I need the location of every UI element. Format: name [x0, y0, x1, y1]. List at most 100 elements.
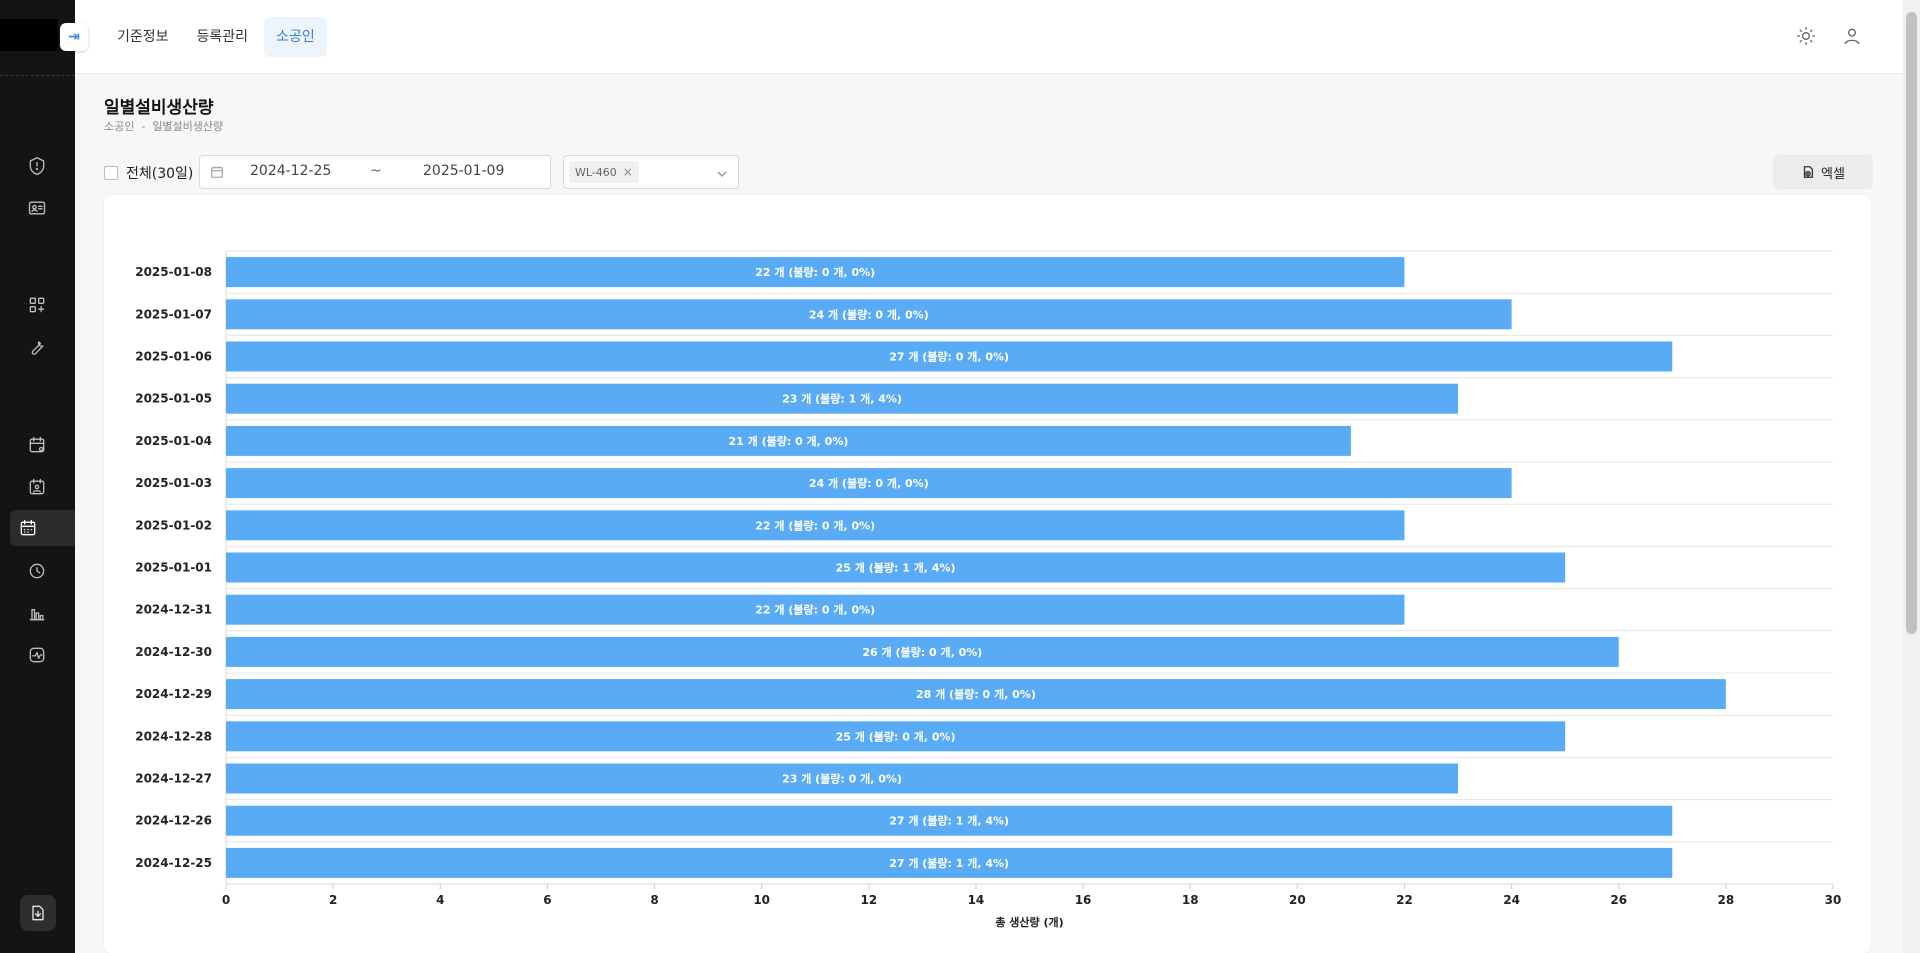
- y-tick-label: 2024-12-31: [135, 603, 212, 617]
- bar: [226, 594, 1405, 625]
- x-tick-label: 22: [1396, 893, 1413, 907]
- y-tick-label: 2025-01-01: [135, 561, 212, 575]
- tag-close-icon[interactable]: ×: [622, 165, 633, 179]
- production-bar-chart: 22 개 (불량: 0 개, 0%) 2025-01-08 24 개 (불량: 0 …: [135, 250, 1842, 929]
- bar: [226, 510, 1405, 541]
- bar-data-label: 23 개 (불량: 1 개, 4%): [782, 392, 902, 406]
- x-tick-label: 18: [1182, 893, 1199, 907]
- bar: [226, 805, 1673, 836]
- page-scrollbar[interactable]: [1903, 0, 1920, 953]
- user-icon[interactable]: [1840, 24, 1864, 48]
- bar: [226, 636, 1619, 667]
- sidebar: [0, 0, 75, 953]
- top-header: 기준정보 등록관리 소공인: [75, 0, 1903, 74]
- sidebar-divider: [0, 75, 75, 76]
- chevron-down-icon[interactable]: [716, 165, 728, 178]
- y-tick-label: 2024-12-28: [135, 729, 212, 743]
- y-tick-label: 2025-01-05: [135, 392, 212, 406]
- y-tick-label: 2024-12-25: [135, 856, 212, 870]
- wrench-icon[interactable]: [22, 332, 52, 362]
- scrollbar-thumb[interactable]: [1906, 12, 1917, 634]
- y-tick-label: 2025-01-07: [135, 307, 212, 321]
- alert-circle-icon[interactable]: [22, 151, 52, 181]
- calendar-user-icon[interactable]: [22, 472, 52, 502]
- all-days-filter[interactable]: 전체(30일): [104, 163, 193, 183]
- logo[interactable]: [0, 19, 58, 51]
- y-tick-label: 2025-01-06: [135, 350, 212, 364]
- bar: [226, 847, 1673, 878]
- nav-item-registration[interactable]: 등록관리: [196, 29, 249, 45]
- x-tick-label: 8: [650, 893, 658, 907]
- bar-data-label: 25 개 (불량: 0 개, 0%): [836, 729, 956, 743]
- x-tick-label: 20: [1289, 893, 1306, 907]
- sun-icon[interactable]: [1794, 24, 1818, 48]
- y-tick-label: 2025-01-02: [135, 518, 212, 532]
- date-range-picker[interactable]: 2024-12-25 ~ 2025-01-09: [199, 155, 551, 189]
- equipment-tag: WL-460 ×: [569, 161, 639, 183]
- id-card-icon[interactable]: [22, 193, 52, 223]
- bar-data-label: 24 개 (불량: 0 개, 0%): [809, 476, 929, 490]
- bar-data-label: 28 개 (불량: 0 개, 0%): [916, 687, 1036, 701]
- calendar-settings-icon[interactable]: [22, 430, 52, 460]
- bar-data-label: 22 개 (불량: 0 개, 0%): [755, 518, 875, 532]
- equipment-select[interactable]: WL-460 ×: [563, 155, 739, 189]
- date-separator: ~: [370, 163, 382, 179]
- y-tick-label: 2024-12-26: [135, 814, 212, 828]
- y-tick-label: 2024-12-29: [135, 687, 212, 701]
- bar: [226, 679, 1726, 710]
- equipment-tag-label: WL-460: [575, 165, 617, 179]
- nav-item-basic-info[interactable]: 기준정보: [117, 29, 169, 45]
- x-tick-label: 30: [1825, 893, 1842, 907]
- bar-data-label: 27 개 (불량: 1 개, 4%): [889, 856, 1009, 870]
- bar: [226, 721, 1566, 752]
- x-tick-label: 10: [753, 893, 770, 907]
- date-start-input[interactable]: 2024-12-25: [250, 163, 332, 179]
- bar-data-label: 22 개 (불량: 0 개, 0%): [755, 265, 875, 279]
- bar: [226, 468, 1512, 499]
- excel-button-label: 엑셀: [1821, 166, 1845, 182]
- excel-export-button[interactable]: 엑셀: [1773, 155, 1873, 189]
- x-tick-label: 16: [1075, 893, 1092, 907]
- bar: [226, 299, 1512, 330]
- x-tick-label: 6: [543, 893, 551, 907]
- collapse-arrow-icon[interactable]: ⇥: [60, 23, 88, 51]
- x-tick-label: 0: [222, 893, 230, 907]
- bar: [226, 341, 1673, 372]
- x-tick-label: 14: [968, 893, 985, 907]
- x-tick-label: 12: [860, 893, 877, 907]
- page-title: 일별설비생산량: [104, 98, 214, 118]
- bar-data-label: 24 개 (불량: 0 개, 0%): [809, 307, 929, 321]
- x-tick-label: 26: [1610, 893, 1627, 907]
- all-days-label: 전체(30일): [126, 166, 194, 182]
- y-tick-label: 2024-12-30: [135, 645, 212, 659]
- clock-icon[interactable]: [22, 556, 52, 586]
- bar: [226, 552, 1566, 583]
- y-tick-label: 2025-01-03: [135, 476, 212, 490]
- bar-data-label: 27 개 (불량: 0 개, 0%): [889, 350, 1009, 364]
- top-nav: 기준정보 등록관리 소공인: [105, 17, 327, 57]
- all-days-checkbox[interactable]: [104, 166, 118, 180]
- bar: [226, 383, 1459, 414]
- file-export-icon: [1803, 166, 1814, 178]
- bar-chart-icon[interactable]: [22, 598, 52, 628]
- bar: [226, 257, 1405, 288]
- bar-data-label: 23 개 (불량: 0 개, 0%): [782, 772, 902, 786]
- calendar-icon: [210, 165, 224, 179]
- bar: [226, 763, 1459, 794]
- breadcrumb: 소공인 - 일별설비생산량: [104, 120, 224, 133]
- y-tick-label: 2024-12-27: [135, 772, 212, 786]
- x-axis-title: 총 생산량 (개): [995, 915, 1063, 929]
- activity-icon[interactable]: [22, 640, 52, 670]
- apps-add-icon[interactable]: [22, 290, 52, 320]
- calendar-grid-icon[interactable]: [10, 510, 75, 546]
- x-tick-label: 4: [436, 893, 444, 907]
- download-icon[interactable]: [20, 895, 56, 931]
- bar-data-label: 22 개 (불량: 0 개, 0%): [755, 603, 875, 617]
- nav-item-small-business[interactable]: 소공인: [264, 17, 327, 57]
- bar-data-label: 26 개 (불량: 0 개, 0%): [862, 645, 982, 659]
- bar-data-label: 27 개 (불량: 1 개, 4%): [889, 814, 1009, 828]
- y-tick-label: 2025-01-04: [135, 434, 212, 448]
- bar: [226, 425, 1351, 456]
- production-chart-card: 22 개 (불량: 0 개, 0%) 2025-01-08 24 개 (불량: 0 …: [104, 195, 1871, 953]
- date-end-input[interactable]: 2025-01-09: [423, 163, 505, 179]
